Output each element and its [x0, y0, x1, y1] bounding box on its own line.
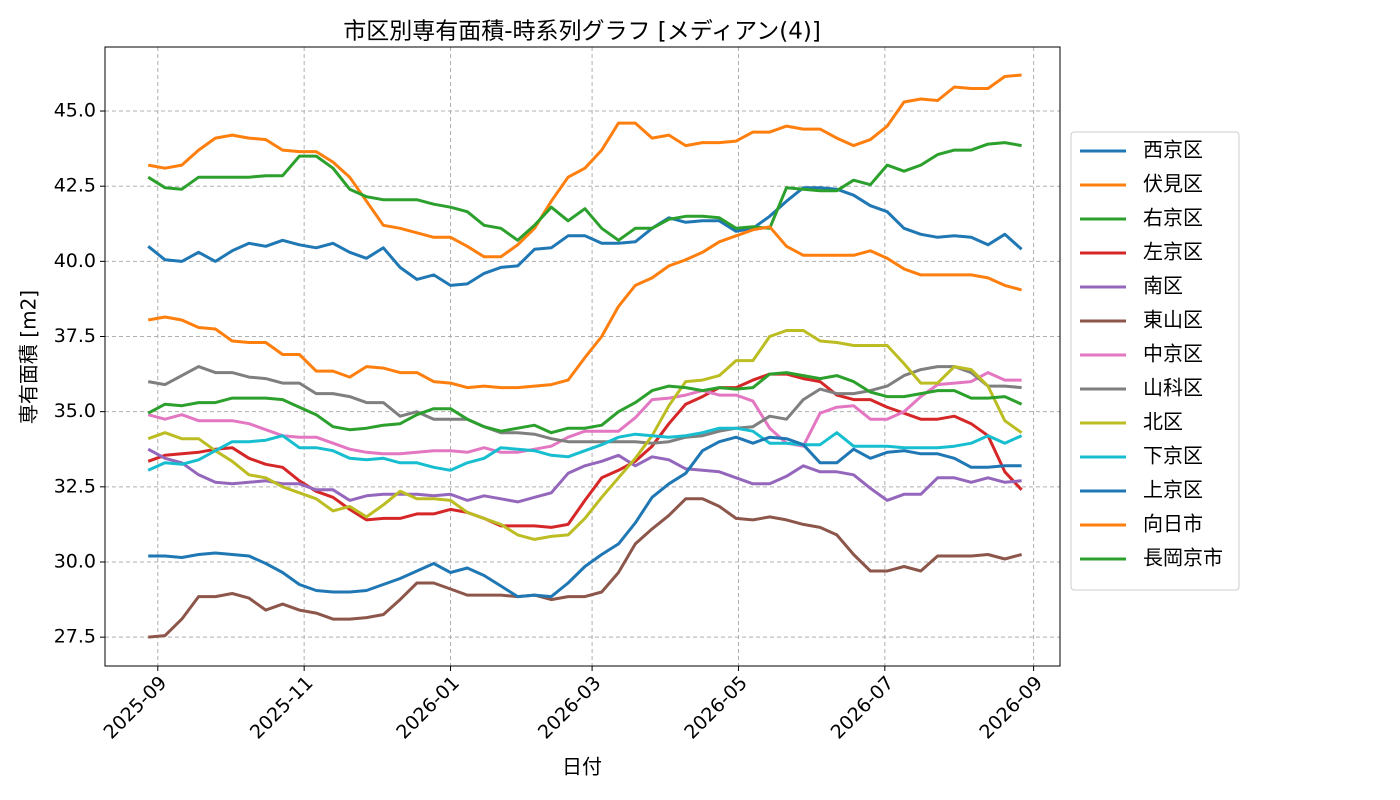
y-tick-label: 40.0	[54, 250, 96, 272]
x-tick-label: 2026-05	[680, 672, 752, 744]
y-tick-label: 30.0	[54, 550, 96, 572]
series-line	[147, 371, 1022, 456]
x-tick-label: 2026-03	[534, 672, 606, 744]
y-tick-label: 45.0	[54, 100, 96, 122]
x-tick-label: 2025-09	[100, 672, 172, 744]
y-tick-label: 35.0	[54, 400, 96, 422]
series-line	[147, 225, 1022, 390]
legend-label: 右京区	[1143, 206, 1203, 230]
series-line	[148, 497, 1022, 639]
legend-box	[1070, 131, 1240, 591]
x-tick-label: 2026-01	[392, 672, 464, 744]
legend-label: 山科区	[1143, 376, 1203, 400]
legend-label: 左京区	[1143, 240, 1203, 264]
x-tick-label: 2026-07	[827, 672, 899, 744]
legend-label: 西京区	[1143, 138, 1203, 162]
y-tick-label: 37.5	[54, 325, 96, 347]
legend-label: 下京区	[1143, 444, 1203, 468]
series-line	[147, 447, 1022, 504]
series-line	[147, 371, 1023, 435]
series-line	[147, 329, 1023, 541]
series-line	[148, 435, 1022, 599]
chart-title: 市区別専有面積-時系列グラフ [メディアン(4)]	[343, 19, 821, 45]
series-line	[147, 73, 1022, 259]
y-tick-label: 42.5	[54, 175, 96, 197]
plot-frame	[104, 46, 1061, 667]
x-tick-label: 2026-09	[975, 672, 1047, 744]
series-line	[147, 186, 1023, 287]
x-axis-label: 日付	[562, 755, 602, 779]
y-axis-label: 専有面積 [m2]	[17, 290, 41, 424]
x-tick-label: 2025-11	[246, 672, 318, 744]
series-line	[147, 426, 1023, 472]
legend-label: 向日市	[1143, 512, 1203, 536]
legend-label: 東山区	[1143, 308, 1203, 332]
series-line	[147, 365, 1022, 445]
legend-label: 中京区	[1143, 342, 1203, 366]
legend-label: 長岡京市	[1143, 546, 1223, 570]
legend-label: 南区	[1143, 274, 1183, 298]
y-tick-label: 27.5	[54, 626, 96, 648]
legend-label: 伏見区	[1143, 172, 1203, 196]
series-line	[147, 372, 1023, 529]
series-line	[147, 141, 1022, 242]
y-tick-label: 32.5	[54, 475, 96, 497]
legend-label: 上京区	[1143, 478, 1203, 502]
legend-label: 北区	[1143, 410, 1183, 434]
